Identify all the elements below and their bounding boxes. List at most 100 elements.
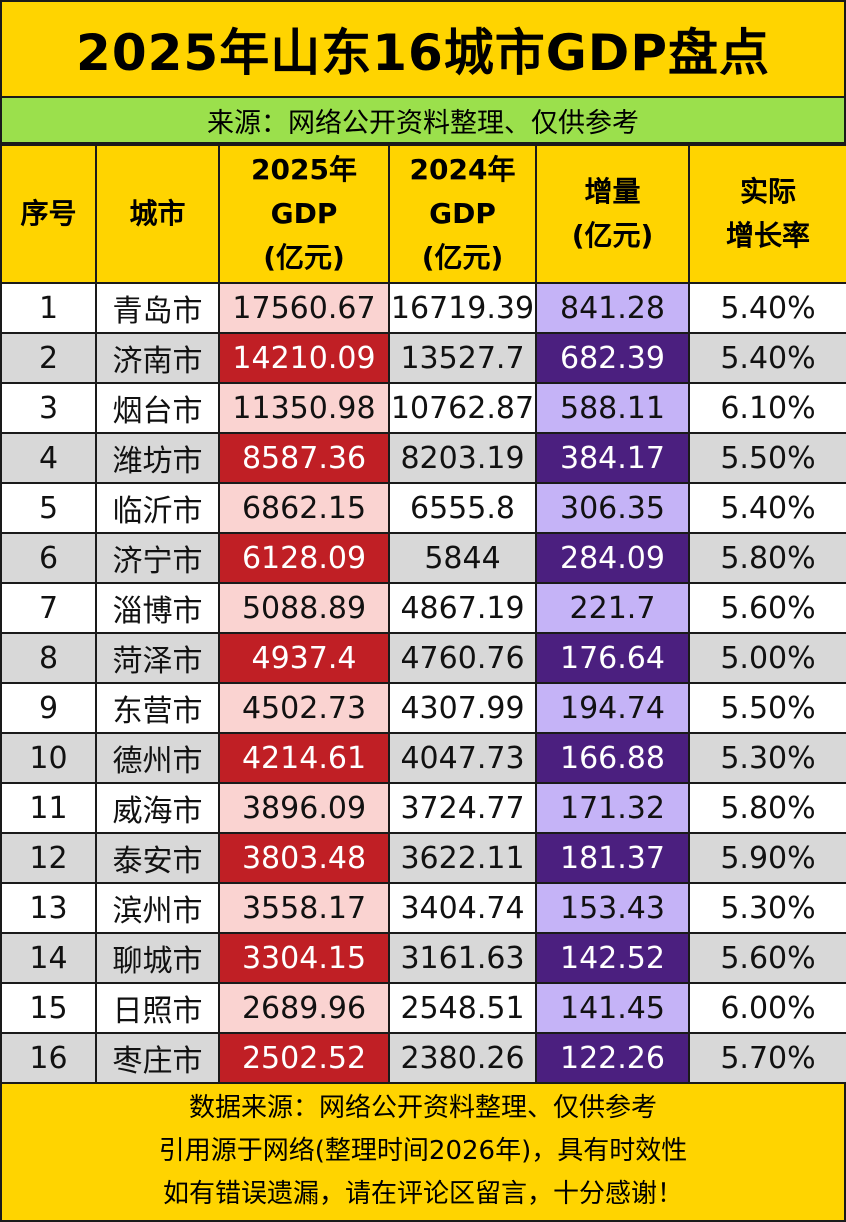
cell-rank: 4: [0, 432, 97, 484]
header-gdp-2024: 2024年 GDP (亿元): [388, 144, 537, 284]
header-increase: 增量 (亿元): [535, 144, 690, 284]
cell-gdp-2024: 2548.51: [388, 982, 537, 1034]
cell-rank: 14: [0, 932, 97, 984]
table-row: 12 泰安市 3803.48 3622.11 181.37 5.90%: [0, 832, 846, 884]
cell-growth-rate: 5.60%: [688, 582, 846, 634]
cell-growth-rate: 5.80%: [688, 532, 846, 584]
footer-notes: 数据来源：网络公开资料整理、仅供参考 引用源于网络(整理时间2026年)，具有时…: [0, 1082, 846, 1222]
cell-city: 滨州市: [95, 882, 220, 934]
table-row: 4 潍坊市 8587.36 8203.19 384.17 5.50%: [0, 432, 846, 484]
table-row: 9 东营市 4502.73 4307.99 194.74 5.50%: [0, 682, 846, 734]
cell-gdp-2024: 3622.11: [388, 832, 537, 884]
cell-increase: 181.37: [535, 832, 690, 884]
cell-city: 日照市: [95, 982, 220, 1034]
footer-line-timeliness: 引用源于网络(整理时间2026年)，具有时效性: [158, 1135, 688, 1166]
table-row: 13 滨州市 3558.17 3404.74 153.43 5.30%: [0, 882, 846, 934]
cell-gdp-2025: 2502.52: [218, 1032, 390, 1084]
cell-rank: 9: [0, 682, 97, 734]
cell-gdp-2024: 4047.73: [388, 732, 537, 784]
cell-increase: 221.7: [535, 582, 690, 634]
table-row: 7 淄博市 5088.89 4867.19 221.7 5.60%: [0, 582, 846, 634]
cell-city: 德州市: [95, 732, 220, 784]
table-row: 15 日照市 2689.96 2548.51 141.45 6.00%: [0, 982, 846, 1034]
cell-city: 潍坊市: [95, 432, 220, 484]
table-row: 11 威海市 3896.09 3724.77 171.32 5.80%: [0, 782, 846, 834]
cell-increase: 194.74: [535, 682, 690, 734]
cell-gdp-2025: 17560.67: [218, 282, 390, 334]
cell-gdp-2025: 5088.89: [218, 582, 390, 634]
cell-gdp-2025: 6128.09: [218, 532, 390, 584]
cell-growth-rate: 5.70%: [688, 1032, 846, 1084]
cell-gdp-2024: 13527.7: [388, 332, 537, 384]
cell-rank: 1: [0, 282, 97, 334]
cell-growth-rate: 6.00%: [688, 982, 846, 1034]
cell-increase: 841.28: [535, 282, 690, 334]
cell-city: 烟台市: [95, 382, 220, 434]
cell-growth-rate: 5.40%: [688, 482, 846, 534]
cell-city: 济南市: [95, 332, 220, 384]
cell-growth-rate: 5.50%: [688, 432, 846, 484]
footer-line-source: 数据来源：网络公开资料整理、仅供参考: [188, 1092, 657, 1123]
cell-city: 泰安市: [95, 832, 220, 884]
cell-gdp-2025: 2689.96: [218, 982, 390, 1034]
cell-city: 青岛市: [95, 282, 220, 334]
cell-city: 菏泽市: [95, 632, 220, 684]
header-city: 城市: [95, 144, 220, 284]
cell-gdp-2024: 3161.63: [388, 932, 537, 984]
table-row: 8 菏泽市 4937.4 4760.76 176.64 5.00%: [0, 632, 846, 684]
cell-rank: 7: [0, 582, 97, 634]
cell-city: 临沂市: [95, 482, 220, 534]
cell-gdp-2025: 3803.48: [218, 832, 390, 884]
cell-gdp-2024: 8203.19: [388, 432, 537, 484]
footer-line-thanks: 如有错误遗漏，请在评论区留言，十分感谢！: [162, 1178, 683, 1209]
cell-growth-rate: 5.80%: [688, 782, 846, 834]
cell-gdp-2024: 16719.39: [388, 282, 537, 334]
cell-increase: 306.35: [535, 482, 690, 534]
table-row: 5 临沂市 6862.15 6555.8 306.35 5.40%: [0, 482, 846, 534]
cell-growth-rate: 5.60%: [688, 932, 846, 984]
cell-gdp-2024: 5844: [388, 532, 537, 584]
cell-gdp-2024: 3724.77: [388, 782, 537, 834]
cell-increase: 384.17: [535, 432, 690, 484]
table-row: 1 青岛市 17560.67 16719.39 841.28 5.40%: [0, 282, 846, 334]
cell-city: 济宁市: [95, 532, 220, 584]
cell-gdp-2024: 2380.26: [388, 1032, 537, 1084]
cell-rank: 13: [0, 882, 97, 934]
cell-increase: 588.11: [535, 382, 690, 434]
cell-gdp-2024: 10762.87: [388, 382, 537, 434]
cell-gdp-2025: 4937.4: [218, 632, 390, 684]
cell-growth-rate: 5.30%: [688, 882, 846, 934]
cell-growth-rate: 5.00%: [688, 632, 846, 684]
cell-gdp-2025: 3558.17: [218, 882, 390, 934]
cell-growth-rate: 6.10%: [688, 382, 846, 434]
table-row: 14 聊城市 3304.15 3161.63 142.52 5.60%: [0, 932, 846, 984]
cell-gdp-2025: 3304.15: [218, 932, 390, 984]
cell-rank: 5: [0, 482, 97, 534]
cell-city: 东营市: [95, 682, 220, 734]
cell-growth-rate: 5.40%: [688, 332, 846, 384]
cell-increase: 284.09: [535, 532, 690, 584]
header-growth-rate: 实际 增长率: [688, 144, 846, 284]
cell-growth-rate: 5.30%: [688, 732, 846, 784]
cell-gdp-2025: 6862.15: [218, 482, 390, 534]
cell-growth-rate: 5.50%: [688, 682, 846, 734]
cell-rank: 11: [0, 782, 97, 834]
source-banner: 来源：网络公开资料整理、仅供参考: [0, 96, 846, 144]
table-header-row: 序号 城市 2025年 GDP (亿元) 2024年 GDP (亿元) 增量 (…: [0, 144, 846, 284]
cell-city: 聊城市: [95, 932, 220, 984]
cell-rank: 2: [0, 332, 97, 384]
table-row: 3 烟台市 11350.98 10762.87 588.11 6.10%: [0, 382, 846, 434]
cell-gdp-2025: 4214.61: [218, 732, 390, 784]
cell-growth-rate: 5.90%: [688, 832, 846, 884]
cell-rank: 6: [0, 532, 97, 584]
cell-rank: 8: [0, 632, 97, 684]
cell-growth-rate: 5.40%: [688, 282, 846, 334]
table-body: 1 青岛市 17560.67 16719.39 841.28 5.40% 2 济南市 14210…: [0, 282, 846, 1084]
cell-gdp-2024: 3404.74: [388, 882, 537, 934]
cell-city: 枣庄市: [95, 1032, 220, 1084]
table-row: 10 德州市 4214.61 4047.73 166.88 5.30%: [0, 732, 846, 784]
cell-gdp-2024: 4867.19: [388, 582, 537, 634]
cell-gdp-2025: 3896.09: [218, 782, 390, 834]
table-row: 16 枣庄市 2502.52 2380.26 122.26 5.70%: [0, 1032, 846, 1084]
